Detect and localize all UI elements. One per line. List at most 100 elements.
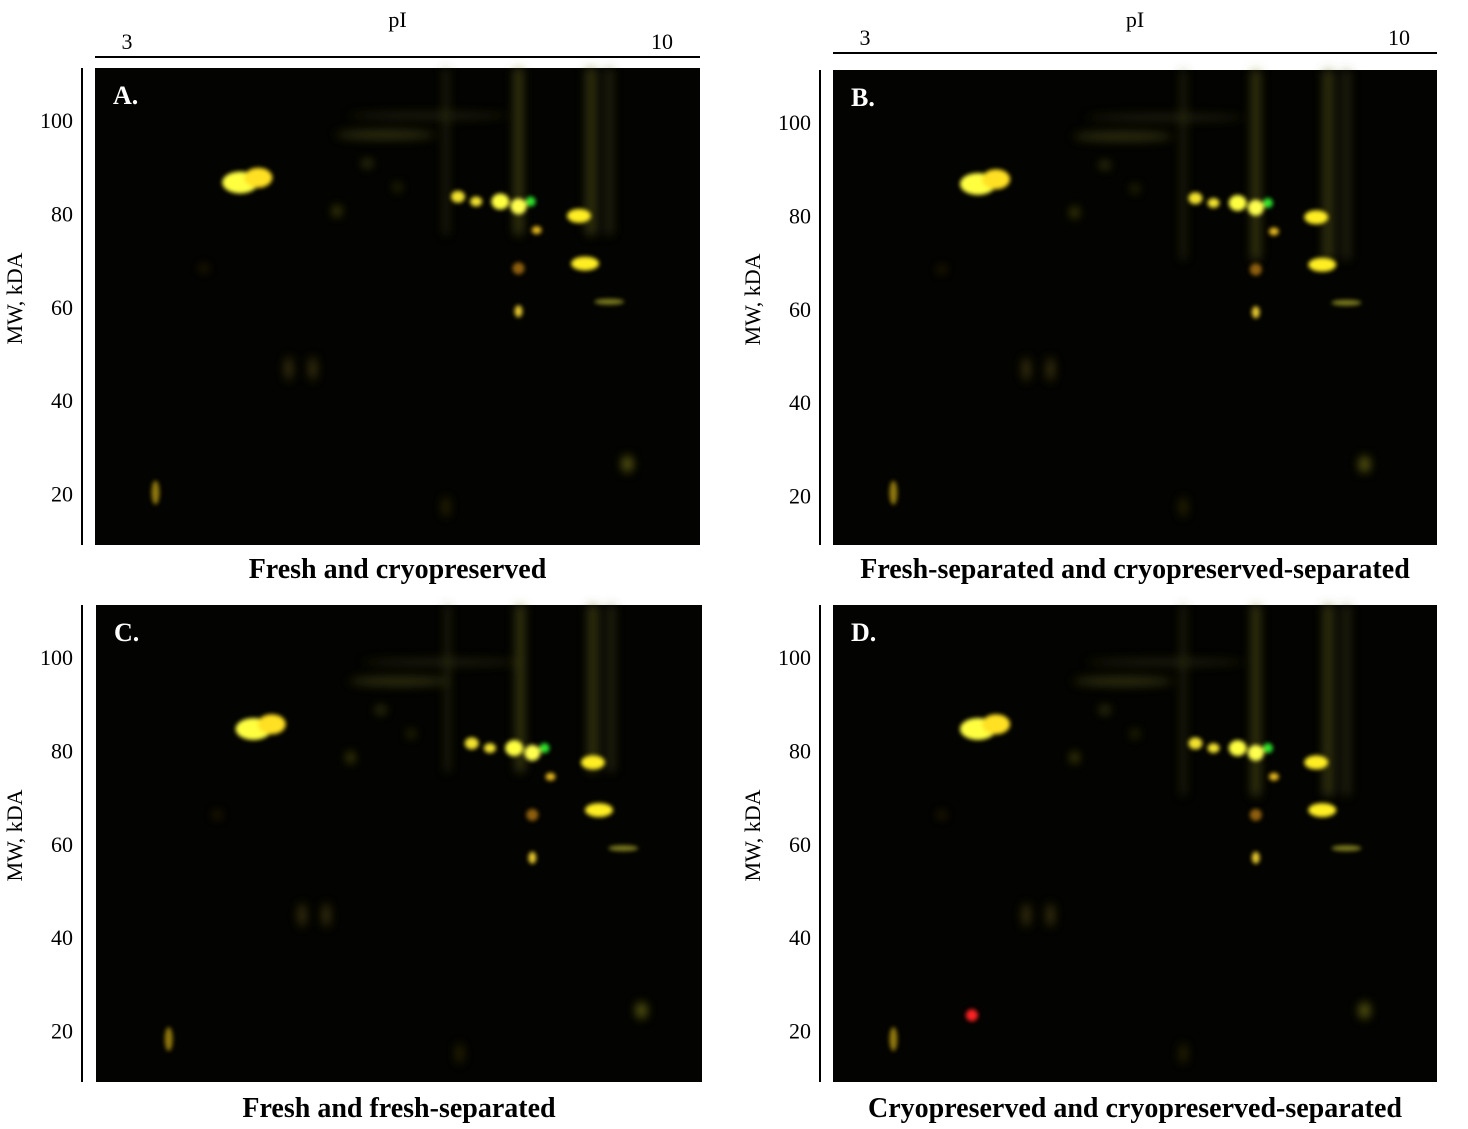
protein-spot [1249, 808, 1262, 821]
gel-streak [514, 68, 523, 235]
protein-spot [1047, 903, 1054, 928]
panel-label: C. [114, 618, 139, 647]
gel-spots [164, 714, 639, 1052]
protein-spot [335, 130, 436, 139]
gel-streak [608, 605, 615, 772]
y-tick-label: 80 [51, 738, 73, 763]
panel-label: A. [113, 81, 138, 110]
gel-streak [1323, 70, 1334, 260]
protein-spot [1308, 803, 1337, 818]
protein-spot [526, 808, 539, 821]
y-tick-label: 60 [51, 832, 73, 857]
protein-spot [1249, 263, 1262, 276]
protein-spot [1207, 743, 1220, 754]
protein-spot [1132, 730, 1138, 737]
protein-spot [1085, 659, 1246, 666]
y-tick-label: 20 [789, 484, 811, 509]
protein-spot [1262, 198, 1273, 208]
gel-streak [586, 68, 597, 235]
gel-streak [587, 605, 598, 772]
gel-streak [1181, 70, 1186, 260]
gel-streak [516, 605, 525, 772]
gel-spots [889, 169, 1362, 505]
gel-background [833, 70, 1437, 545]
gel-image [833, 605, 1437, 1082]
protein-spot [1099, 706, 1110, 713]
protein-spot [1359, 1002, 1370, 1019]
gel-streak [606, 68, 613, 235]
protein-spot [524, 744, 541, 761]
protein-spot [1085, 114, 1246, 121]
protein-spot [1251, 306, 1260, 319]
y-tick-label: 100 [40, 645, 73, 670]
protein-spot [408, 730, 415, 737]
x-tick-label: 10 [1388, 25, 1410, 50]
gel-streak [1323, 605, 1334, 796]
panel-caption: Fresh-separated and cryopreserved-separa… [860, 554, 1410, 585]
protein-spot [1304, 210, 1329, 225]
y-tick-label: 80 [51, 201, 73, 226]
protein-spot [622, 455, 633, 472]
protein-spot [1268, 227, 1279, 236]
protein-spot [1180, 1043, 1187, 1064]
protein-spot [510, 198, 527, 215]
protein-spot [1047, 357, 1054, 382]
protein-spot [470, 196, 483, 207]
gel-image [96, 605, 702, 1082]
panel-label: B. [851, 83, 875, 112]
gel-spots [199, 68, 633, 517]
y-tick-label: 100 [778, 110, 811, 135]
panel-label: D. [851, 618, 876, 647]
gel-streak [443, 68, 448, 235]
protein-spot [1071, 752, 1078, 763]
protein-spot [1359, 456, 1370, 473]
protein-spot [394, 184, 401, 191]
protein-spot [1251, 851, 1260, 864]
y-tick-label: 100 [40, 108, 73, 133]
protein-spot [1072, 132, 1173, 141]
gel-streak [1251, 605, 1260, 796]
y-tick-label: 80 [789, 203, 811, 228]
gel-streak [1343, 70, 1350, 260]
protein-spot [594, 298, 625, 305]
protein-spot [464, 737, 479, 750]
protein-spot [349, 677, 449, 686]
protein-spot [889, 1027, 898, 1052]
protein-spot [451, 190, 465, 203]
x-tick-label: 10 [651, 29, 673, 54]
protein-spot [1262, 743, 1273, 754]
protein-spot [937, 266, 946, 273]
protein-spot [309, 356, 316, 381]
protein-spot [525, 196, 536, 207]
protein-spot [456, 1043, 463, 1064]
protein-spot [1207, 198, 1220, 208]
gel-streak [1343, 605, 1350, 796]
x-tick-label: 3 [122, 29, 133, 54]
protein-spot [571, 256, 600, 271]
protein-spot [1188, 192, 1203, 205]
protein-spot [199, 265, 208, 272]
gel-streak [1181, 605, 1186, 796]
protein-spot [1099, 162, 1110, 168]
x-tick-label: 3 [860, 25, 871, 50]
gel-spots [937, 70, 1370, 517]
y-axis-title: MW, kDA [2, 252, 27, 344]
protein-spot [539, 743, 550, 754]
protein-spot [361, 659, 522, 666]
y-tick-label: 40 [789, 390, 811, 415]
y-tick-label: 60 [789, 832, 811, 857]
gel-spots [151, 167, 625, 505]
protein-spot [442, 496, 449, 517]
protein-spot [584, 803, 613, 818]
gel-spots [213, 605, 647, 1064]
protein-spot [982, 714, 1011, 735]
protein-spot [1247, 744, 1264, 761]
protein-spot [531, 226, 542, 235]
protein-spot [347, 112, 508, 119]
protein-spot [1023, 903, 1030, 928]
protein-spot [483, 743, 496, 754]
protein-spot [1228, 195, 1247, 211]
gel-streak [1251, 70, 1260, 260]
protein-spot [347, 752, 354, 763]
